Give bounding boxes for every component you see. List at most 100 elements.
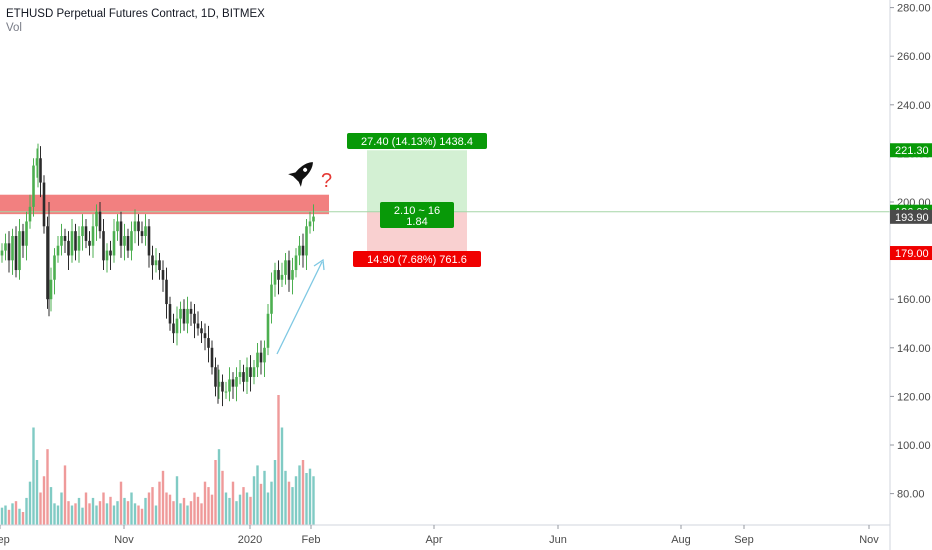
volume-bar — [144, 497, 147, 525]
price-mark-bg — [890, 143, 932, 158]
volume-bar — [123, 497, 126, 525]
volume-bar — [161, 470, 165, 525]
volume-bar — [32, 427, 35, 525]
x-tick-label: Nov — [859, 534, 879, 546]
x-tick-label: Apr — [425, 534, 442, 546]
candle-body — [235, 376, 238, 387]
candle-body — [182, 308, 186, 324]
candle-body — [277, 270, 280, 280]
candle-body — [74, 231, 77, 251]
candle-body — [14, 236, 18, 271]
volume-bar — [301, 460, 305, 525]
candle-body — [168, 304, 172, 324]
candle-body — [4, 243, 7, 251]
candle-body — [77, 236, 81, 251]
candle-body — [98, 211, 102, 232]
volume-bar — [210, 494, 214, 525]
volume-bar — [18, 508, 21, 525]
volume-bar — [74, 503, 77, 525]
ratio-label: 2.10 ~ 161.84 — [380, 202, 454, 228]
price-mark: 221.30 — [890, 143, 932, 158]
y-tick-label: 160.00 — [897, 294, 931, 306]
volume-bar — [84, 492, 88, 525]
volume-bar — [284, 470, 287, 525]
candle-body — [280, 274, 284, 280]
volume-bar — [224, 492, 228, 525]
candle-body — [273, 270, 277, 285]
question-mark: ? — [321, 170, 332, 192]
candle-body — [312, 216, 315, 222]
volume-bar — [25, 497, 28, 525]
volume-bar — [182, 497, 186, 525]
ratio-label-line1: 2.10 ~ 16 — [394, 205, 440, 217]
y-tick-label: 120.00 — [897, 391, 931, 403]
price-mark: 179.00 — [890, 246, 932, 261]
candle-body — [238, 372, 242, 377]
volume-bar — [294, 476, 298, 525]
volume-bar — [137, 505, 140, 525]
candle-body — [126, 236, 130, 251]
volume-bar — [228, 497, 231, 525]
volume-bar — [207, 487, 210, 525]
volume-bar — [189, 501, 193, 525]
price-mark-bg — [890, 246, 932, 261]
profit-label: 27.40 (14.13%) 1438.4 — [347, 133, 487, 149]
candle-body — [207, 338, 210, 348]
candle-body — [287, 260, 291, 280]
volume-bar — [193, 492, 196, 525]
candle-body — [200, 328, 203, 334]
volume-bar — [305, 473, 308, 525]
volume-bar — [214, 460, 217, 525]
volume-bar — [259, 483, 263, 525]
candle-body — [0, 250, 4, 256]
volume-bar — [39, 492, 42, 525]
candle-body — [203, 333, 207, 339]
volume-bar — [287, 481, 291, 525]
price-mark: 193.90 — [890, 209, 932, 224]
candle-body — [175, 318, 179, 334]
candle-body — [42, 182, 46, 227]
candle-body — [266, 313, 270, 348]
volume-bar — [151, 487, 154, 525]
candle-body — [294, 255, 298, 271]
candle-body — [256, 352, 259, 368]
volume-bar — [28, 481, 32, 525]
candle-body — [210, 347, 214, 368]
volume-bar — [147, 492, 151, 525]
price-mark-text: 179.00 — [895, 248, 929, 260]
candle-body — [144, 226, 147, 237]
candle-body — [67, 240, 70, 256]
y-tick-label: 80.00 — [897, 489, 925, 501]
candle-body — [214, 367, 217, 387]
candle-body — [35, 158, 39, 166]
candle-body — [165, 279, 168, 305]
candle-body — [245, 367, 249, 382]
candle-body — [63, 236, 67, 241]
trend-arrow-head — [313, 258, 325, 271]
volume-bar — [158, 481, 161, 525]
candle-body — [147, 226, 151, 256]
candle-body — [161, 270, 165, 280]
overlays: ? 27.40 (14.13%) 1438.4 14.90 (7.68%) 761.… — [276, 133, 487, 355]
volume-bar — [35, 460, 39, 525]
candle-body — [39, 158, 42, 183]
volume-bar — [130, 492, 133, 525]
candle-body — [25, 221, 28, 246]
price-mark-text: 193.90 — [895, 212, 929, 224]
volume-bar — [242, 487, 245, 525]
loss-label: 14.90 (7.68%) 761.6 — [353, 251, 481, 267]
volume-bar — [119, 481, 123, 525]
volume-bar — [277, 395, 280, 525]
volume-bar — [140, 508, 144, 525]
legend-subtitle: Vol — [6, 22, 22, 34]
y-tick-label: 100.00 — [897, 440, 931, 452]
candle-body — [21, 231, 25, 246]
resistance-zone — [0, 194, 329, 215]
volume-bar — [60, 492, 63, 525]
candle-body — [105, 250, 109, 261]
profit-label-text: 27.40 (14.13%) 1438.4 — [361, 136, 473, 148]
profit-zone — [367, 150, 467, 212]
volume-bar — [245, 492, 249, 525]
